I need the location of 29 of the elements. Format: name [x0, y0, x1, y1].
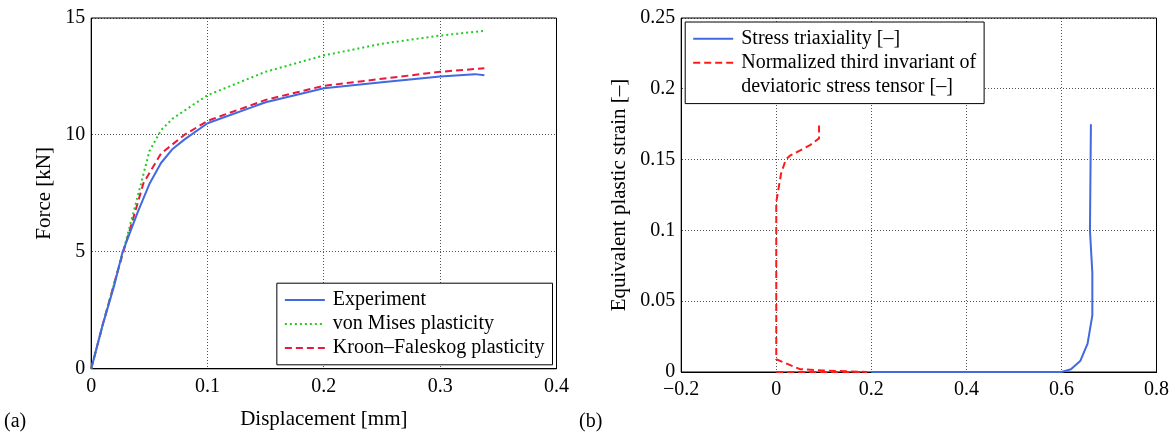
y-tick-label: 5 [75, 239, 86, 262]
y-tick-label: 0.05 [640, 288, 676, 311]
y-tick-label: 0.15 [640, 146, 676, 169]
y-axis-title: Force [kN] [31, 147, 56, 240]
x-tick-label: 0.2 [858, 377, 884, 400]
y-tick-label: 0 [75, 356, 86, 379]
x-tick-label: 0.3 [427, 374, 453, 397]
legend-label: Stress triaxiality [–] [741, 26, 901, 50]
y-tick-label: 0.1 [650, 217, 676, 240]
text: (a) [4, 409, 27, 433]
x-axis-title: Displacement [mm] [240, 405, 408, 430]
x-tick-label: 0.8 [1144, 377, 1169, 400]
legend-label: Kroon–Faleskog plasticity [332, 335, 545, 359]
y-axis-title: Equivalent plastic strain [–] [606, 78, 631, 312]
legend-label: von Mises plasticity [332, 311, 494, 335]
x-tick-label: 0.2 [311, 374, 337, 397]
x-tick-label: 0 [771, 377, 782, 400]
y-tick-label: 10 [65, 122, 86, 145]
line-series [775, 123, 868, 373]
x-tick-label: 0.4 [544, 374, 569, 397]
legend-label: Experiment [332, 287, 427, 311]
legend-label: Normalized third invariant of deviatoric stress tensor [–] [741, 50, 977, 97]
y-tick-label: 15 [65, 5, 86, 28]
y-tick-label: 0.25 [640, 5, 676, 28]
y-tick-label: 0.2 [650, 76, 676, 99]
text: (b) [579, 409, 603, 433]
x-tick-label: 0.4 [953, 377, 979, 400]
x-tick-label: 0.6 [1048, 377, 1074, 400]
x-tick-label: 0.1 [195, 374, 221, 397]
